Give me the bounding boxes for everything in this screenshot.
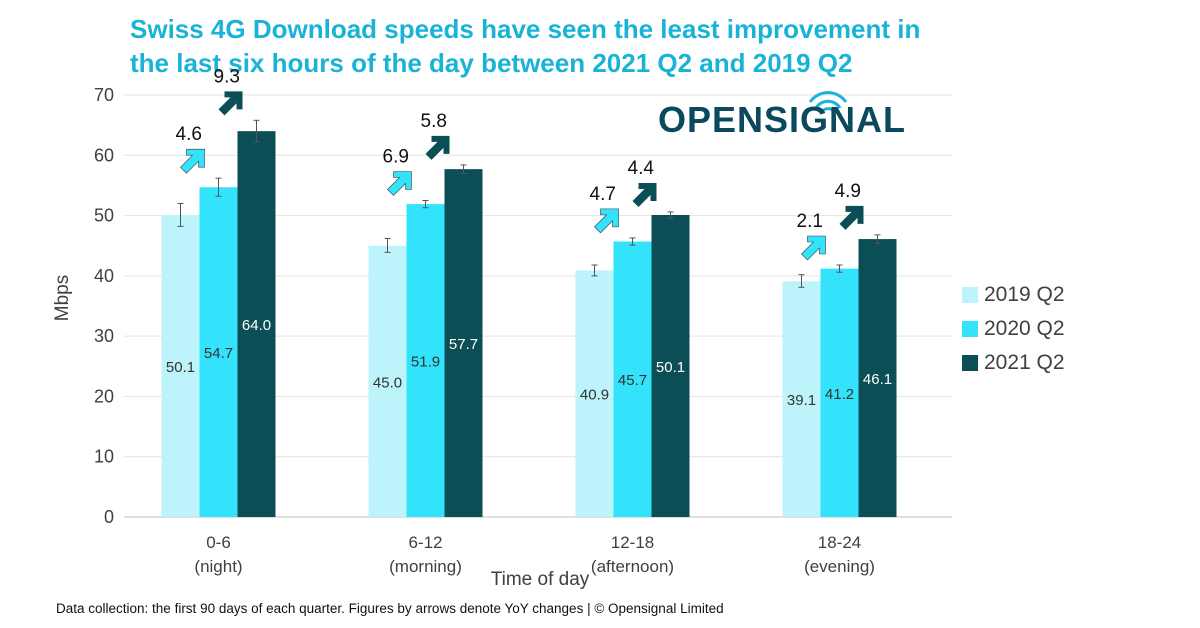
yoy-arrow-icon: [425, 135, 450, 160]
yoy-arrow-icon: [839, 205, 864, 230]
yoy-change-label: 2.1: [797, 211, 823, 232]
logo-wordmark: OPENSIGNAL: [658, 99, 907, 140]
x-tick-sublabel: (evening): [804, 557, 875, 576]
yoy-change-label: 4.6: [176, 124, 202, 145]
bar: [161, 214, 200, 517]
yoy-change-label: 4.7: [590, 184, 616, 205]
yoy-change-label: 9.3: [214, 66, 240, 87]
legend-swatch: [962, 321, 978, 337]
yoy-arrow-icon: [801, 235, 826, 261]
legend-swatch: [962, 287, 978, 303]
x-tick-label: 12-18: [611, 533, 654, 552]
chart-title-line-1: Swiss 4G Download speeds have seen the l…: [130, 14, 921, 44]
bar: [782, 281, 821, 517]
y-tick-label: 20: [94, 386, 114, 406]
y-tick-label: 70: [94, 85, 114, 105]
data-label: 54.7: [204, 345, 233, 362]
legend-swatch: [962, 355, 978, 371]
bar: [199, 187, 238, 518]
legend-label: 2020 Q2: [984, 317, 1065, 340]
data-label: 50.1: [166, 359, 195, 376]
bar: [575, 270, 614, 517]
data-label: 45.7: [618, 372, 647, 389]
yoy-arrow-icon: [218, 91, 243, 116]
data-label: 45.0: [373, 374, 402, 391]
x-tick-sublabel: (afternoon): [591, 557, 674, 576]
yoy-change-label: 4.9: [835, 181, 861, 202]
bar: [444, 169, 483, 517]
opensignal-logo: OPENSIGNAL: [658, 91, 948, 142]
x-tick-label: 0-6: [206, 533, 231, 552]
bar: [651, 214, 690, 517]
data-label: 41.2: [825, 386, 854, 403]
legend-item: 2019 Q2: [962, 278, 1065, 312]
y-tick-label: 40: [94, 266, 114, 286]
yoy-arrow-icon: [387, 171, 412, 196]
y-tick-label: 50: [94, 206, 114, 226]
chart-title-line-2: the last six hours of the day between 20…: [130, 48, 853, 78]
yoy-change-label: 4.4: [628, 158, 655, 179]
x-tick-sublabel: (morning): [389, 557, 462, 576]
bar: [613, 241, 652, 517]
data-label: 64.0: [242, 317, 271, 334]
yoy-change-label: 6.9: [383, 147, 409, 168]
x-tick-label: 6-12: [408, 533, 442, 552]
y-tick-label: 10: [94, 447, 114, 467]
yoy-arrow-icon: [180, 148, 205, 174]
footnote: Data collection: the first 90 days of ea…: [56, 601, 724, 616]
y-axis-label: Mbps: [52, 275, 73, 321]
legend-label: 2019 Q2: [984, 283, 1065, 306]
chart-title: Swiss 4G Download speeds have seen the l…: [130, 12, 1130, 80]
x-axis-label: Time of day: [491, 569, 590, 590]
yoy-change-label: 5.8: [421, 111, 447, 132]
legend-item: 2020 Q2: [962, 312, 1065, 346]
bar: [858, 239, 897, 517]
x-tick-sublabel: (night): [194, 557, 242, 576]
bar: [237, 131, 276, 517]
legend-label: 2021 Q2: [984, 351, 1065, 374]
data-label: 51.9: [411, 354, 440, 371]
yoy-arrow-icon: [632, 182, 657, 207]
bar: [820, 268, 859, 517]
data-label: 39.1: [787, 392, 816, 409]
y-tick-label: 0: [104, 507, 114, 527]
data-label: 40.9: [580, 387, 609, 404]
bar: [406, 204, 445, 518]
bar: [368, 245, 407, 517]
data-label: 50.1: [656, 359, 685, 376]
y-tick-label: 30: [94, 326, 114, 346]
y-tick-label: 60: [94, 145, 114, 165]
data-label: 57.7: [449, 336, 478, 353]
chart-legend: 2019 Q2 2020 Q2 2021 Q2: [962, 278, 1065, 380]
legend-item: 2021 Q2: [962, 346, 1065, 380]
yoy-arrow-icon: [594, 208, 619, 234]
data-label: 46.1: [863, 371, 892, 388]
signal-icon: [808, 91, 848, 113]
x-tick-label: 18-24: [818, 533, 861, 552]
